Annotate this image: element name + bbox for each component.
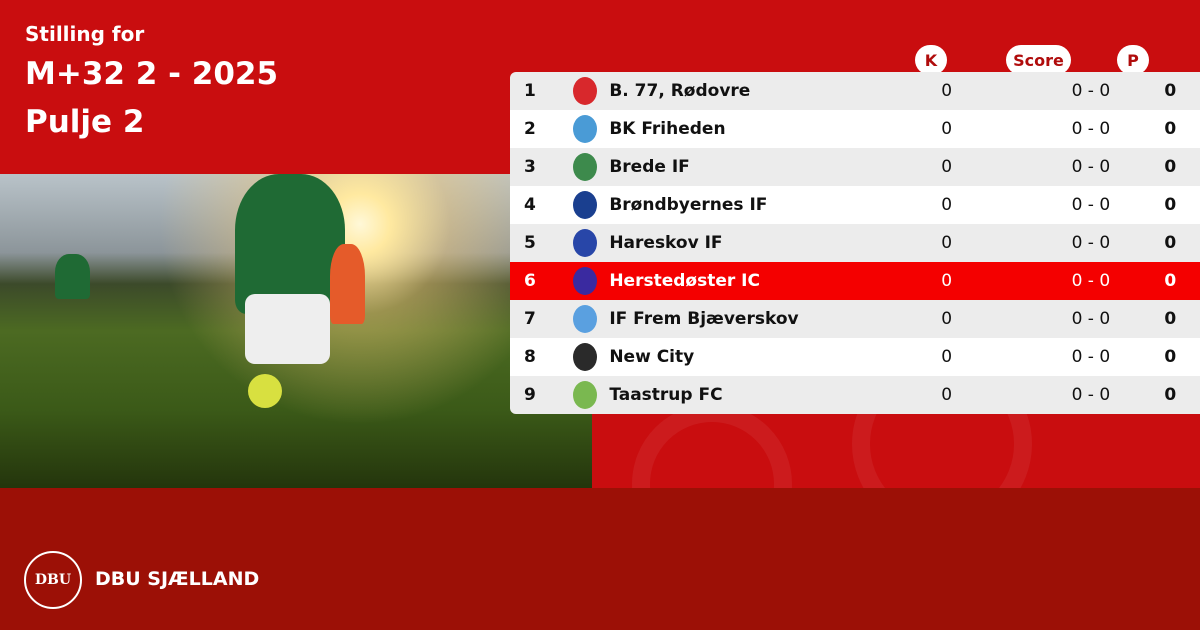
points: 0	[1164, 271, 1177, 291]
matches-played: 0	[941, 119, 953, 139]
team-name: Hareskov IF	[609, 233, 723, 253]
group-title: Pulje 2	[25, 104, 145, 140]
team-logo-icon	[560, 305, 610, 333]
subtitle: Stilling for	[25, 22, 145, 46]
column-header-p: P	[1117, 45, 1149, 75]
position: 3	[524, 157, 536, 177]
team-logo-icon	[560, 343, 610, 371]
watermark	[592, 414, 1200, 488]
points: 0	[1164, 157, 1177, 177]
column-header-k: K	[915, 45, 947, 75]
position: 1	[524, 81, 536, 101]
points: 0	[1164, 233, 1177, 253]
points: 0	[1164, 119, 1177, 139]
points: 0	[1164, 347, 1177, 367]
matches-played: 0	[941, 233, 953, 253]
football-photo	[0, 174, 592, 488]
team-logo-icon	[560, 77, 610, 105]
footer-background	[0, 488, 1200, 630]
position: 7	[524, 309, 536, 329]
team-name: Taastrup FC	[609, 385, 723, 405]
score: 0 - 0	[1071, 385, 1111, 405]
points: 0	[1164, 81, 1177, 101]
team-logo-icon	[560, 381, 610, 409]
team-name: New City	[609, 347, 695, 367]
table-row[interactable]: 6 Herstedøster IC 0 0 - 0 0	[510, 262, 1200, 300]
points: 0	[1164, 195, 1177, 215]
matches-played: 0	[941, 347, 953, 367]
score: 0 - 0	[1071, 233, 1111, 253]
team-name: BK Friheden	[609, 119, 726, 139]
position: 4	[524, 195, 536, 215]
position: 2	[524, 119, 536, 139]
position: 9	[524, 385, 536, 405]
matches-played: 0	[941, 271, 953, 291]
score: 0 - 0	[1071, 309, 1111, 329]
table-row[interactable]: 3 Brede IF 0 0 - 0 0	[510, 148, 1200, 186]
team-logo-icon	[560, 153, 610, 181]
score: 0 - 0	[1071, 157, 1111, 177]
dbu-logo: DBU	[24, 551, 82, 609]
table-row[interactable]: 7 IF Frem Bjæverskov 0 0 - 0 0	[510, 300, 1200, 338]
team-logo-icon	[560, 229, 610, 257]
brand-name: DBU SJÆLLAND	[95, 568, 260, 590]
score: 0 - 0	[1071, 81, 1111, 101]
score: 0 - 0	[1071, 347, 1111, 367]
matches-played: 0	[941, 195, 953, 215]
matches-played: 0	[941, 81, 953, 101]
table-row[interactable]: 2 BK Friheden 0 0 - 0 0	[510, 110, 1200, 148]
table-row[interactable]: 5 Hareskov IF 0 0 - 0 0	[510, 224, 1200, 262]
team-name: B. 77, Rødovre	[609, 81, 751, 101]
score: 0 - 0	[1071, 119, 1111, 139]
team-logo-icon	[560, 115, 610, 143]
table-row[interactable]: 8 New City 0 0 - 0 0	[510, 338, 1200, 376]
points: 0	[1164, 385, 1177, 405]
points: 0	[1164, 309, 1177, 329]
team-name: Brøndbyernes IF	[609, 195, 768, 215]
matches-played: 0	[941, 385, 953, 405]
matches-played: 0	[941, 157, 953, 177]
table-row[interactable]: 4 Brøndbyernes IF 0 0 - 0 0	[510, 186, 1200, 224]
team-logo-icon	[560, 267, 610, 295]
table-row[interactable]: 9 Taastrup FC 0 0 - 0 0	[510, 376, 1200, 414]
page-title: M+32 2 - 2025	[25, 56, 279, 92]
position: 5	[524, 233, 536, 253]
table-row[interactable]: 1 B. 77, Rødovre 0 0 - 0 0	[510, 72, 1200, 110]
team-name: IF Frem Bjæverskov	[609, 309, 799, 329]
score: 0 - 0	[1071, 195, 1111, 215]
column-header-score: Score	[1006, 45, 1071, 75]
dbu-logo-text: DBU	[34, 572, 72, 588]
team-name: Brede IF	[609, 157, 690, 177]
position: 6	[524, 271, 536, 291]
score: 0 - 0	[1071, 271, 1111, 291]
position: 8	[524, 347, 536, 367]
team-logo-icon	[560, 191, 610, 219]
matches-played: 0	[941, 309, 953, 329]
team-name: Herstedøster IC	[609, 271, 760, 291]
